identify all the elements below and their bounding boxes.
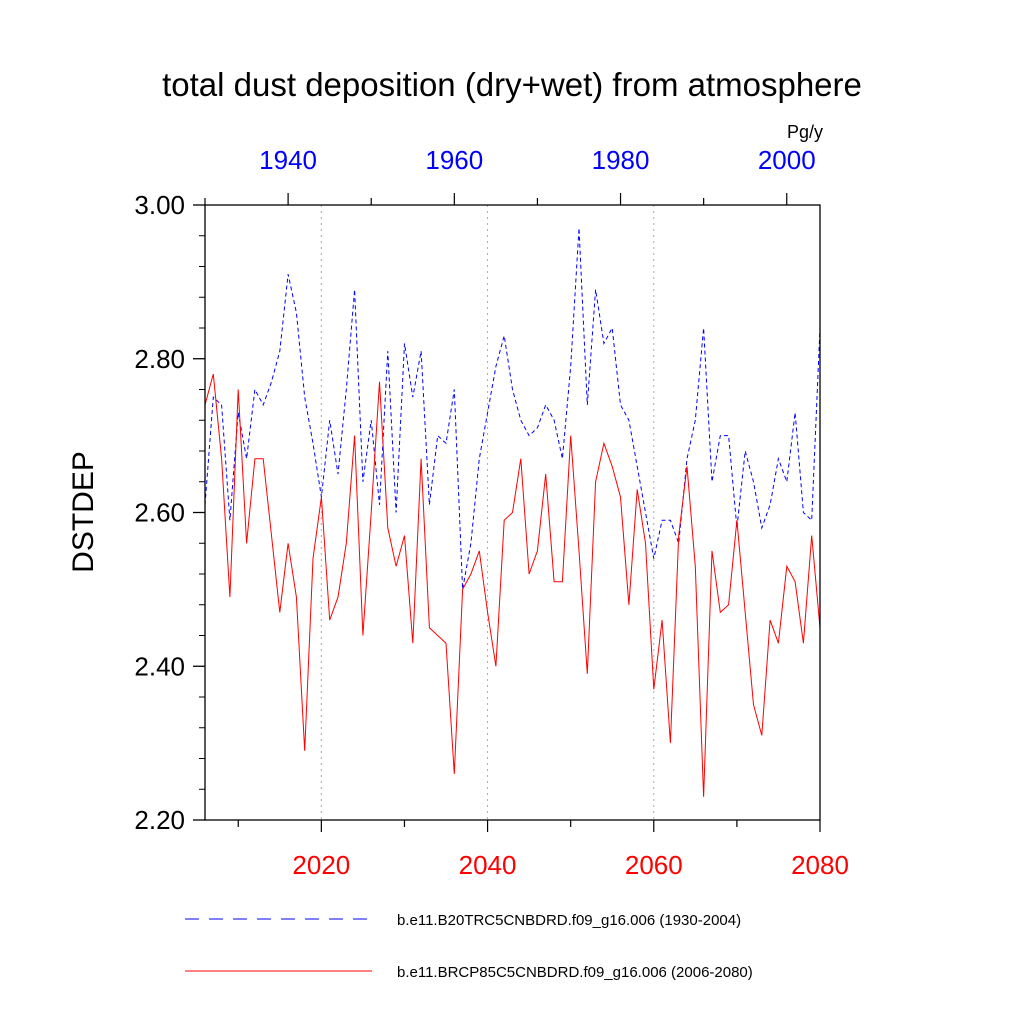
ticks: 2.20 2.40 2.60 2.80 3.00 2020 2040 2060 2080 1940… — [134, 145, 849, 880]
legend-label-historical: b.e11.B20TRC5CNBDRD.f09_g16.006 (1930-20… — [397, 912, 741, 929]
y-axis-title: DSTDEP — [67, 451, 100, 573]
bottom-tick-label: 2060 — [625, 850, 683, 880]
top-tick-label: 2000 — [758, 145, 816, 175]
y-tick-label: 2.60 — [134, 498, 185, 528]
bottom-tick-label: 2080 — [791, 850, 849, 880]
y-tick-label: 2.40 — [134, 651, 185, 681]
bottom-tick-label: 2020 — [292, 850, 350, 880]
y-tick-label: 2.80 — [134, 344, 185, 374]
y-tick-label: 3.00 — [134, 190, 185, 220]
top-tick-label: 1940 — [259, 145, 317, 175]
series-layer — [204, 228, 821, 797]
chart-title: total dust deposition (dry+wet) from atm… — [162, 66, 862, 103]
series-line-historical — [204, 228, 821, 590]
grid — [320, 205, 655, 820]
y-tick-label: 2.20 — [134, 805, 185, 835]
top-tick-label: 1960 — [425, 145, 483, 175]
units-label: Pg/y — [787, 122, 823, 142]
top-tick-label: 1980 — [592, 145, 650, 175]
legend-label-rcp85: b.e11.BRCP85C5CNBDRD.f09_g16.006 (2006-2… — [397, 964, 753, 981]
legend: b.e11.B20TRC5CNBDRD.f09_g16.006 (1930-20… — [185, 912, 753, 981]
bottom-tick-label: 2040 — [459, 850, 517, 880]
series-line-rcp85 — [204, 373, 821, 797]
